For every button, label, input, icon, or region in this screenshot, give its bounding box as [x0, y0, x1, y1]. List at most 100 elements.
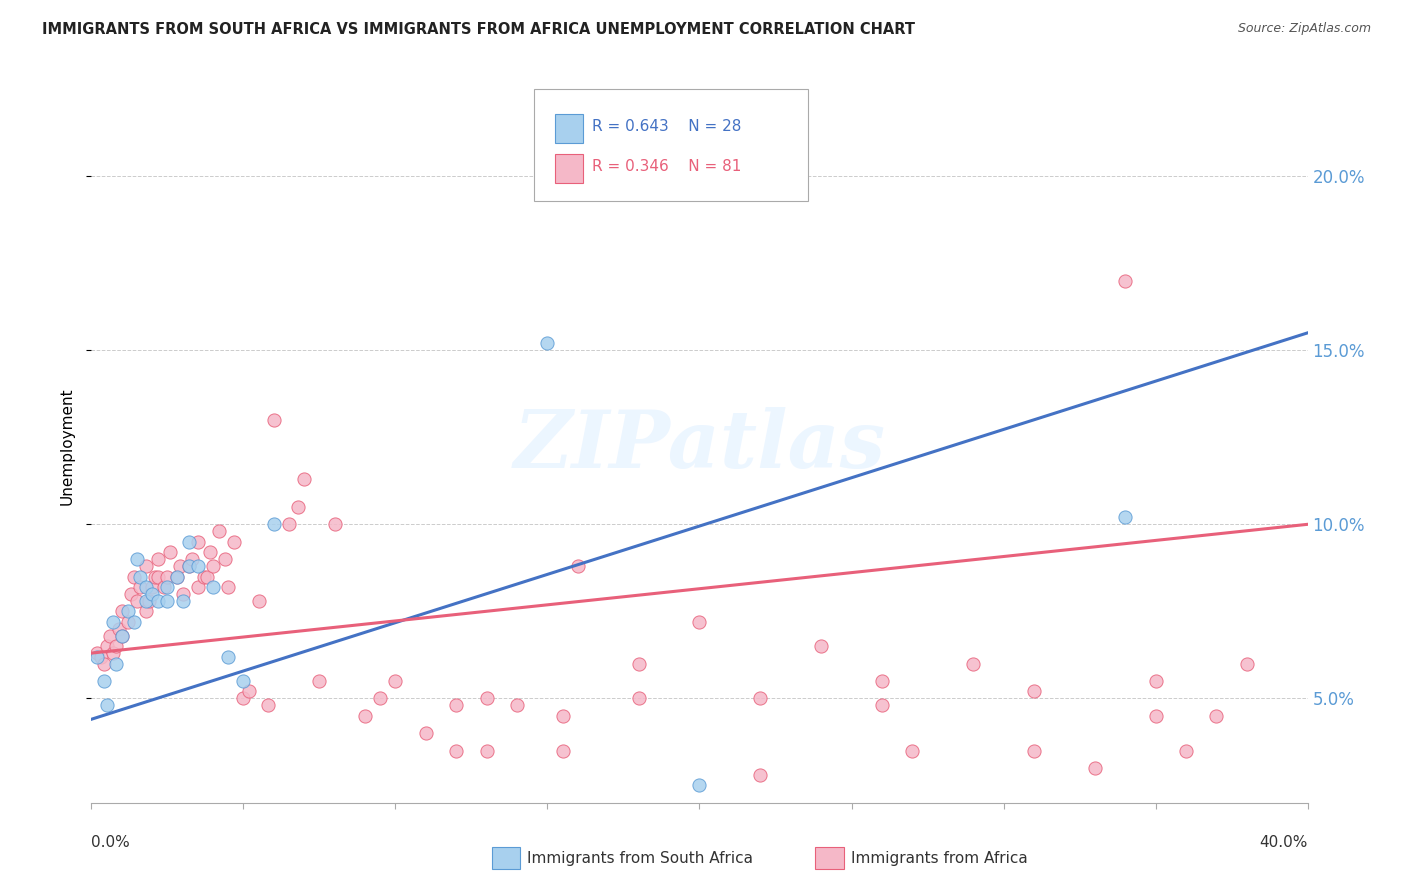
Point — [1114, 510, 1136, 524]
Point — [551, 743, 574, 757]
Point — [125, 552, 148, 566]
Point — [86, 646, 108, 660]
Point — [96, 639, 118, 653]
Point — [187, 534, 209, 549]
Point — [1144, 673, 1167, 688]
Point — [135, 594, 157, 608]
Point — [156, 580, 179, 594]
Point — [98, 629, 121, 643]
Point — [141, 587, 163, 601]
Point — [870, 698, 893, 713]
Point — [117, 604, 139, 618]
Point — [323, 517, 346, 532]
Y-axis label: Unemployment: Unemployment — [59, 387, 75, 505]
Point — [287, 500, 309, 514]
Point — [135, 559, 157, 574]
Point — [214, 552, 236, 566]
Text: R = 0.346    N = 81: R = 0.346 N = 81 — [592, 160, 741, 174]
Point — [217, 580, 239, 594]
Point — [1084, 761, 1107, 775]
Point — [193, 569, 215, 583]
Point — [111, 629, 134, 643]
Point — [104, 639, 127, 653]
Point — [536, 336, 558, 351]
Point — [202, 559, 225, 574]
Point — [195, 569, 218, 583]
Point — [93, 657, 115, 671]
Point — [129, 569, 152, 583]
Text: R = 0.643    N = 28: R = 0.643 N = 28 — [592, 120, 741, 134]
Point — [153, 580, 176, 594]
Point — [122, 569, 145, 583]
Point — [135, 604, 157, 618]
Text: IMMIGRANTS FROM SOUTH AFRICA VS IMMIGRANTS FROM AFRICA UNEMPLOYMENT CORRELATION : IMMIGRANTS FROM SOUTH AFRICA VS IMMIGRAN… — [42, 22, 915, 37]
Point — [111, 604, 134, 618]
Point — [166, 569, 188, 583]
Point — [256, 698, 278, 713]
Point — [688, 615, 710, 629]
Point — [177, 559, 200, 574]
Point — [198, 545, 221, 559]
Point — [125, 594, 148, 608]
Point — [86, 649, 108, 664]
Point — [308, 673, 330, 688]
Point — [104, 657, 127, 671]
Point — [247, 594, 270, 608]
Point — [354, 708, 377, 723]
Point — [263, 413, 285, 427]
Point — [278, 517, 301, 532]
Point — [156, 569, 179, 583]
Point — [208, 524, 231, 539]
Point — [224, 534, 246, 549]
Point — [187, 559, 209, 574]
Point — [93, 673, 115, 688]
Point — [962, 657, 984, 671]
Point — [1144, 708, 1167, 723]
Point — [111, 629, 134, 643]
Point — [156, 594, 179, 608]
Point — [1236, 657, 1258, 671]
Point — [117, 615, 139, 629]
Point — [177, 534, 200, 549]
Point — [107, 622, 129, 636]
Point — [141, 580, 163, 594]
Point — [148, 594, 170, 608]
Point — [506, 698, 529, 713]
Point — [148, 552, 170, 566]
Text: 40.0%: 40.0% — [1260, 836, 1308, 850]
Point — [263, 517, 285, 532]
Point — [475, 743, 498, 757]
Point — [129, 580, 152, 594]
Point — [101, 615, 124, 629]
Point — [567, 559, 589, 574]
Point — [180, 552, 202, 566]
Text: 0.0%: 0.0% — [91, 836, 131, 850]
Point — [870, 673, 893, 688]
Point — [384, 673, 406, 688]
Point — [627, 657, 650, 671]
Point — [177, 559, 200, 574]
Point — [901, 743, 924, 757]
Point — [1174, 743, 1197, 757]
Point — [238, 684, 260, 698]
Point — [415, 726, 437, 740]
Point — [232, 691, 254, 706]
Point — [1022, 684, 1045, 698]
Point — [122, 615, 145, 629]
Point — [202, 580, 225, 594]
Point — [159, 545, 181, 559]
Point — [810, 639, 832, 653]
Point — [627, 691, 650, 706]
Point — [232, 673, 254, 688]
Point — [169, 559, 191, 574]
Point — [96, 698, 118, 713]
Point — [1114, 274, 1136, 288]
Point — [138, 594, 160, 608]
Point — [89, 649, 111, 664]
Point — [120, 587, 142, 601]
Point — [135, 580, 157, 594]
Point — [172, 594, 194, 608]
Point — [1022, 743, 1045, 757]
Point — [148, 569, 170, 583]
Point — [1205, 708, 1227, 723]
